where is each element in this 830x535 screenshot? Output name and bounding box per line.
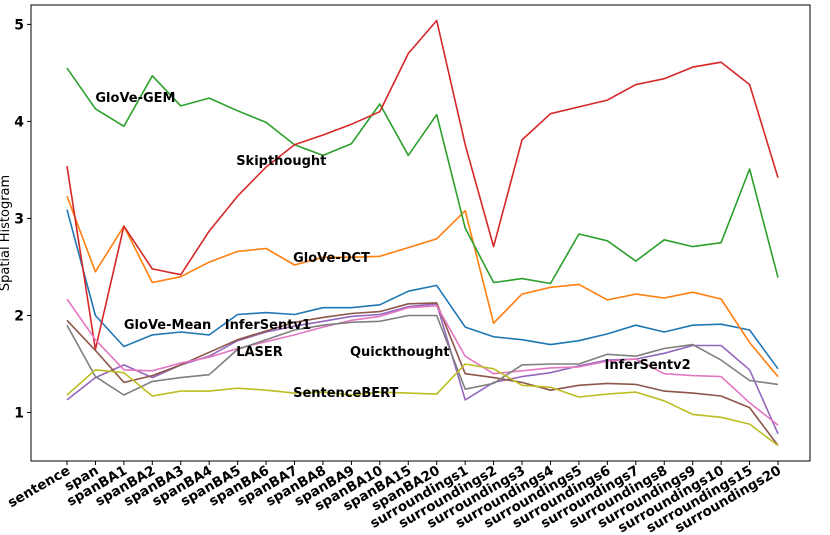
series-line-0 (66, 209, 779, 370)
y-tick-label: 2 (14, 308, 24, 324)
series-line-6 (66, 298, 779, 426)
series-line-3 (66, 19, 779, 351)
annotation-label: InferSentv1 (225, 318, 311, 333)
annotation-label: LASER (236, 345, 283, 360)
y-tick-label: 4 (14, 114, 24, 130)
annotation-label: GloVe-Mean (124, 318, 211, 333)
x-axis: sentencespanspanBA1spanBA2spanBA3spanBA4… (5, 461, 784, 535)
annotation-label: Skipthought (236, 154, 326, 169)
y-tick-label: 3 (14, 211, 24, 227)
series-layer (66, 19, 779, 447)
annotation-label: SentenceBERT (293, 386, 398, 401)
y-tick-label: 5 (14, 17, 24, 33)
annotation-label: Quickthought (350, 345, 450, 360)
annotation-label: InferSentv2 (605, 358, 691, 373)
annotation-layer: GloVe-GEM Skipthought GloVe-DCT GloVe-Mean I… (95, 91, 690, 401)
plot-frame (30, 4, 811, 462)
annotation-label: GloVe-GEM (95, 91, 175, 106)
series-line-2 (66, 67, 779, 285)
series-line-8 (66, 363, 779, 447)
x-tick-label: sentence (5, 463, 73, 511)
series-line-7 (66, 314, 779, 396)
y-axis: 1 2 3 4 5 (14, 17, 31, 421)
y-axis-label: Spatial Histogram (0, 175, 13, 291)
series-line-1 (66, 195, 779, 378)
y-tick-label: 1 (14, 405, 24, 421)
annotation-label: GloVe-DCT (293, 251, 370, 266)
